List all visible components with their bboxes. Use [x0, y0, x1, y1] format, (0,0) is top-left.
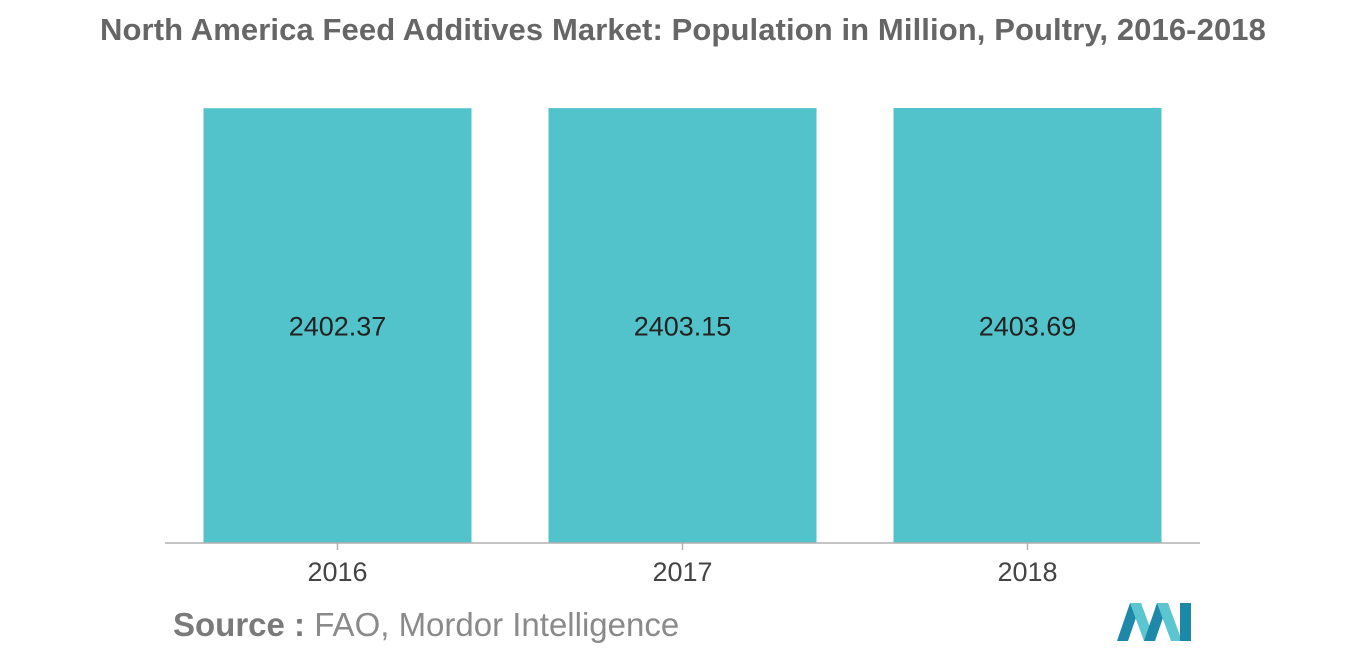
bar-2018	[893, 108, 1162, 543]
source-line: Source : FAO, Mordor Intelligence	[173, 606, 679, 644]
data-label-2016: 2402.37	[289, 312, 387, 342]
data-label-2017: 2403.15	[634, 312, 732, 342]
bars-layer	[203, 108, 1162, 544]
source-text: FAO, Mordor Intelligence	[314, 606, 680, 643]
ticks-layer	[336, 543, 1029, 550]
x-tick-label-2018: 2018	[997, 557, 1057, 587]
x-tick-label-2016: 2016	[307, 557, 367, 587]
chart-title: North America Feed Additives Market: Pop…	[100, 12, 1266, 47]
source-label: Source :	[173, 606, 306, 643]
bar-chart: 2402.37 2016 2403.15 2017 2403.69 2018	[165, 108, 1200, 588]
x-tick-label-2017: 2017	[652, 557, 712, 587]
mordor-intelligence-logo-icon	[1117, 603, 1191, 641]
bar-2016	[203, 108, 472, 543]
bar-2017	[548, 108, 817, 544]
labels-layer: 2402.37 2016 2403.15 2017 2403.69 2018	[289, 312, 1077, 588]
data-label-2018: 2403.69	[979, 312, 1077, 342]
